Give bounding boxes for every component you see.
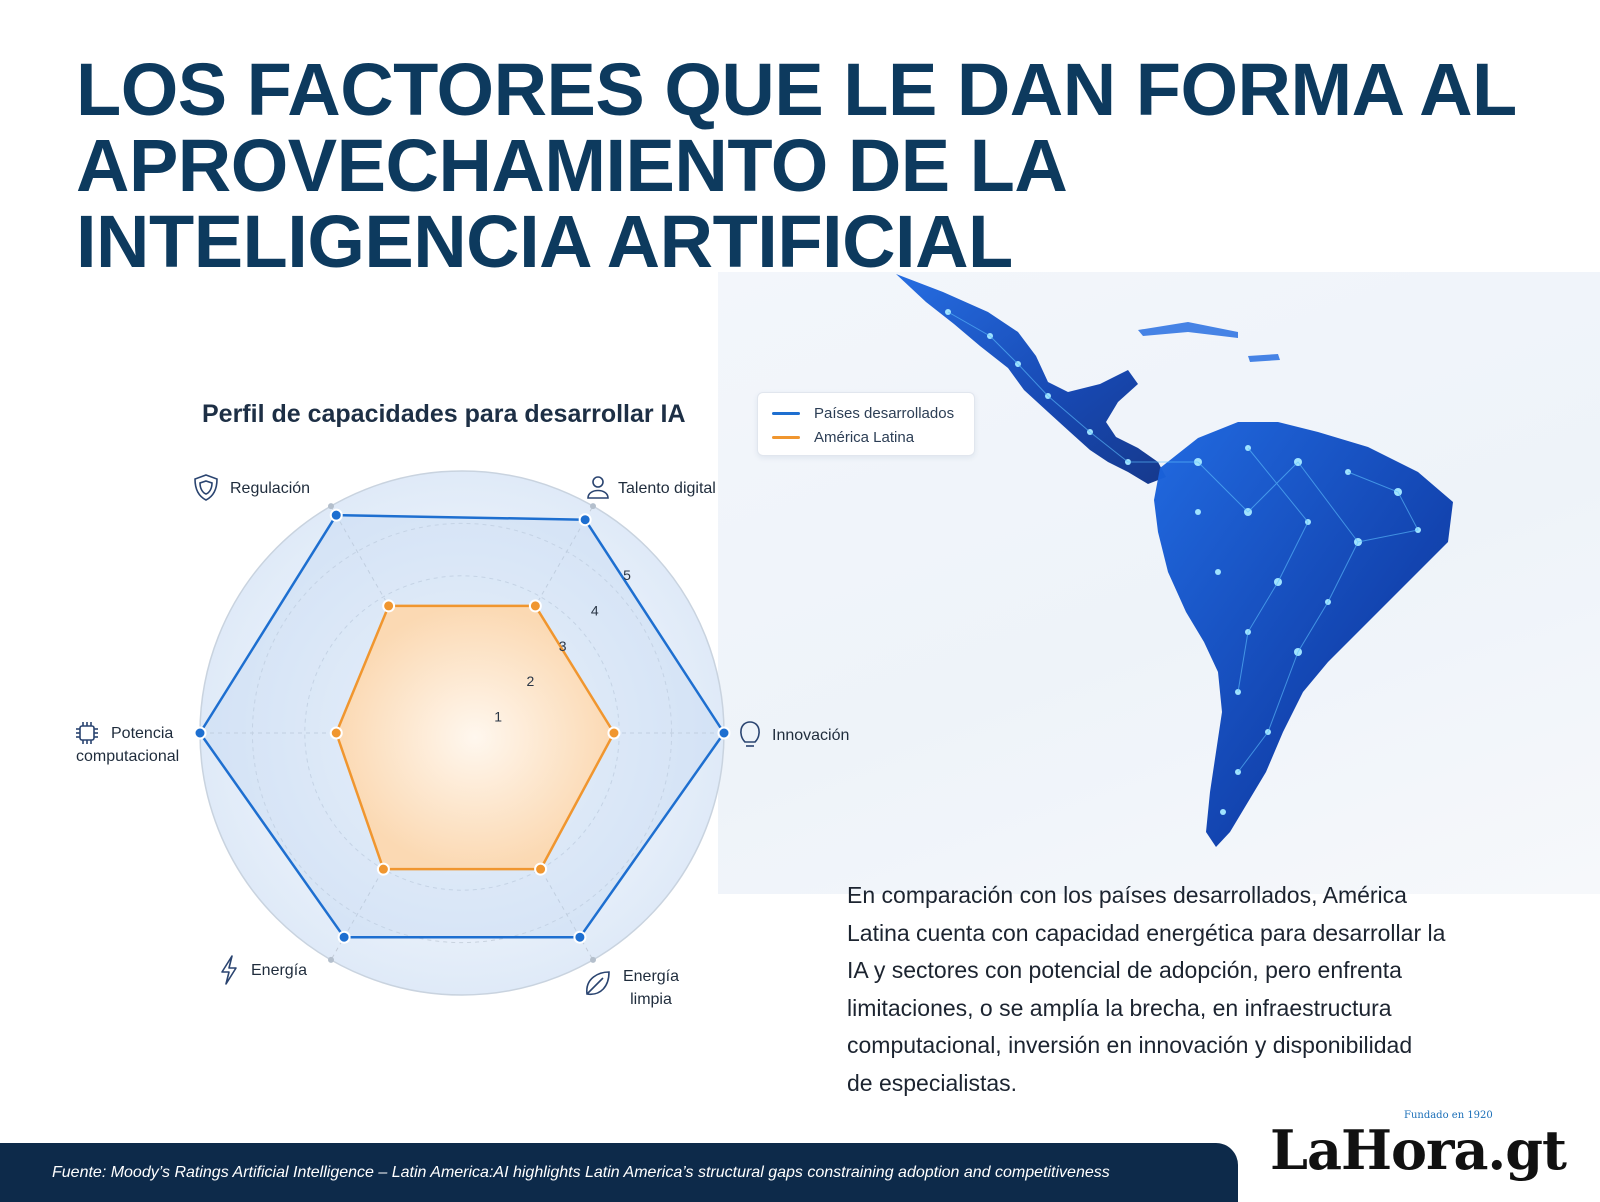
- chip-icon: [76, 722, 98, 744]
- lightning-icon: [221, 955, 237, 985]
- axis-label-2-line-0: Energía: [623, 968, 679, 985]
- headline-line-1: LOS FACTORES QUE LE DAN FORMA AL: [76, 48, 1517, 131]
- headline: LOS FACTORES QUE LE DAN FORMA AL APROVEC…: [76, 52, 1536, 280]
- source-footer: Fuente: Moody’s Ratings Artificial Intel…: [0, 1143, 1238, 1202]
- leaf-icon-shape: [586, 971, 610, 996]
- radar-spoke-end-3: [328, 956, 334, 963]
- radar-tick-label-2: 2: [527, 673, 535, 689]
- legend-item-developed: Países desarrollados: [772, 401, 960, 425]
- radar-series: [193, 508, 731, 944]
- series-developed-point-3: [337, 930, 351, 944]
- legend-item-latam: América Latina: [772, 425, 960, 449]
- body-line-2: Latina cuenta con capacidad energética p…: [847, 919, 1446, 946]
- person-icon: [587, 476, 609, 499]
- body-line-5: computacional, inversión en innovación y…: [847, 1032, 1413, 1058]
- axis-label-0-line-0: Talento digital: [618, 480, 716, 497]
- shield-icon-inner: [199, 480, 213, 495]
- axis-label-2-line-1: limpia: [630, 991, 672, 1008]
- chip-icon-body: [79, 725, 95, 741]
- axis-label-5-line-0: Regulación: [230, 480, 310, 497]
- body-line-1: En comparación con los países desarrolla…: [847, 882, 1407, 908]
- legend-label-developed: Países desarrollados: [814, 404, 955, 422]
- body-paragraph: En comparación con los países desarrolla…: [847, 877, 1487, 1102]
- body-line-4: limitaciones, o se amplía la brecha, en …: [847, 994, 1392, 1021]
- lightbulb-icon: [740, 721, 760, 747]
- headline-line-3: INTELIGENCIA ARTIFICIAL: [76, 200, 1013, 283]
- series-latam-point-0: [528, 599, 542, 613]
- body-line-3: IA y sectores con potencial de adopción,…: [847, 957, 1402, 983]
- series-latam-point-2: [534, 862, 548, 876]
- legend-label-latam: América Latina: [814, 428, 915, 446]
- chart-legend: Países desarrollados América Latina: [757, 392, 975, 456]
- radar-tick-label-4: 4: [591, 602, 599, 618]
- legend-swatch-developed: [772, 411, 800, 415]
- radar-axis-labels: Talento digital Innovación Energía limpia En…: [76, 474, 849, 1008]
- leaf-icon: [586, 971, 610, 996]
- brand-logo: Fundado en 1920 LaHora.gt: [1270, 1110, 1570, 1188]
- series-developed-point-5: [329, 508, 343, 522]
- brand-name: LaHora.gt: [1270, 1118, 1567, 1182]
- radar-tick-label-3: 3: [559, 638, 567, 654]
- axis-label-1-line-0: Innovación: [772, 727, 849, 744]
- person-icon-body: [587, 489, 609, 499]
- radar-tick-label-5: 5: [623, 567, 631, 583]
- series-developed-point-0: [578, 513, 592, 527]
- axis-label-3-line-0: Energía: [251, 962, 307, 979]
- headline-line-2: APROVECHAMIENTO DE LA: [76, 124, 1068, 207]
- leaf-icon-vein: [586, 977, 604, 995]
- chart-title: Perfil de capacidades para desarrollar I…: [202, 400, 686, 428]
- source-text: Fuente: Moody’s Ratings Artificial Intel…: [52, 1163, 1110, 1181]
- series-developed-point-1: [717, 726, 731, 740]
- axis-label-4-line-0: Potencia: [111, 725, 173, 742]
- radar-tick-label-1: 1: [494, 709, 502, 725]
- shield-icon: [194, 474, 218, 501]
- body-line-6: de especialistas.: [847, 1069, 1018, 1096]
- legend-swatch-latam: [772, 435, 800, 439]
- axis-label-4-line-1: computacional: [76, 748, 179, 765]
- radar-spoke-end-5: [328, 503, 334, 510]
- latin-america-map-icon: [896, 274, 1453, 847]
- series-latam-point-3: [376, 862, 390, 876]
- radar-spoke-end-2: [590, 956, 596, 963]
- series-latam-point-1: [607, 726, 621, 740]
- shield-icon-outer: [194, 474, 218, 501]
- series-developed-point-2: [573, 930, 587, 944]
- lightbulb-icon-bulb: [740, 721, 760, 743]
- radar-tick-labels: 1 2 3 4 5: [494, 567, 631, 725]
- lightning-icon-bolt: [221, 955, 237, 985]
- latin-america-map-illustration: [718, 272, 1600, 894]
- series-latam-point-5: [382, 599, 396, 613]
- series-developed-point-4: [193, 726, 207, 740]
- radar-spoke-end-0: [590, 503, 596, 510]
- brand-tagline: Fundado en 1920: [1404, 1110, 1493, 1121]
- series-latam-point-4: [329, 726, 343, 740]
- person-icon-head: [592, 476, 604, 488]
